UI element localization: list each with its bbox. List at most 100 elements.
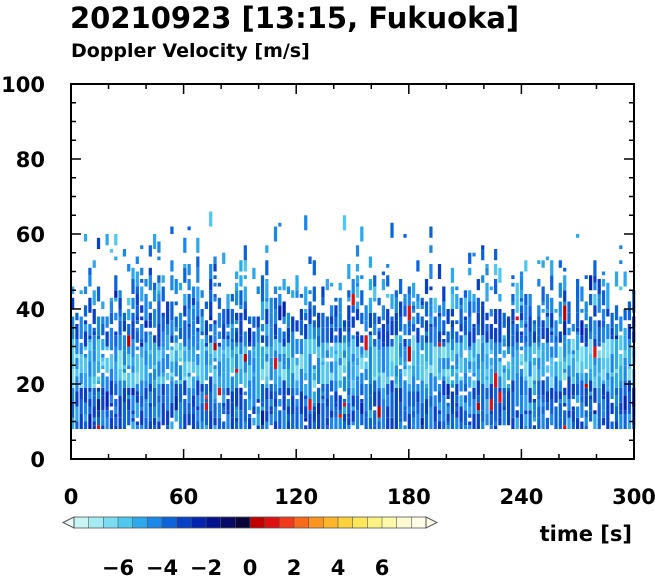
velocity-pixel: [325, 376, 329, 384]
velocity-pixel: [83, 357, 88, 370]
velocity-pixel: [606, 350, 610, 358]
velocity-pixel: [239, 260, 243, 272]
velocity-pixel: [537, 369, 541, 381]
velocity-pixel: [528, 414, 532, 429]
velocity-pixel: [472, 324, 476, 328]
velocity-pixel: [200, 290, 204, 298]
velocity-pixel: [576, 324, 580, 328]
velocity-pixel: [304, 406, 308, 418]
velocity-pixel: [256, 357, 260, 370]
velocity-pixel: [282, 369, 286, 381]
velocity-pixel: [597, 320, 601, 328]
velocity-pixel: [601, 384, 606, 396]
velocity-pixel: [567, 339, 571, 354]
velocity-pixel: [273, 421, 278, 429]
velocity-pixel: [260, 286, 265, 302]
velocity-pixel: [248, 342, 252, 347]
velocity-pixel: [127, 380, 131, 388]
velocity-pixel: [235, 339, 239, 343]
velocity-pixel: [558, 301, 562, 309]
velocity-pixel: [282, 316, 286, 324]
velocity-pixel: [222, 372, 226, 388]
velocity-pixel: [235, 372, 239, 388]
velocity-pixel: [213, 384, 217, 399]
velocity-pixel: [226, 410, 230, 415]
velocity-pixel: [481, 249, 485, 261]
velocity-pixel: [153, 391, 157, 407]
velocity-pixel: [96, 339, 101, 354]
velocity-pixel: [157, 361, 161, 377]
velocity-pixel: [187, 264, 191, 276]
velocity-pixel: [571, 339, 575, 351]
velocity-pixel: [299, 414, 304, 429]
velocity-pixel: [312, 402, 316, 407]
velocity-pixel: [610, 421, 614, 429]
velocity-pixel: [312, 380, 316, 388]
velocity-pixel: [191, 361, 196, 373]
velocity-pixel: [278, 414, 282, 429]
velocity-pixel: [278, 222, 282, 227]
velocity-pixel: [390, 361, 394, 377]
velocity-pixel: [269, 414, 273, 426]
velocity-pixel: [269, 406, 273, 411]
velocity-pixel: [446, 376, 450, 384]
velocity-pixel: [140, 342, 144, 347]
velocity-pixel: [140, 286, 144, 302]
velocity-pixel: [222, 395, 226, 403]
velocity-pixel: [619, 245, 623, 250]
velocity-pixel: [360, 346, 364, 354]
velocity-pixel: [576, 279, 580, 294]
velocity-pixel: [291, 290, 295, 298]
velocity-pixel: [576, 361, 580, 373]
velocity-pixel: [515, 282, 519, 298]
velocity-pixel: [217, 282, 222, 287]
velocity-pixel: [213, 365, 217, 370]
velocity-pixel: [515, 331, 519, 343]
velocity-pixel: [131, 312, 135, 321]
velocity-pixel: [213, 282, 217, 287]
velocity-pixel: [429, 286, 433, 291]
velocity-pixel: [260, 324, 265, 332]
velocity-pixel: [468, 350, 472, 362]
velocity-pixel: [355, 245, 360, 257]
velocity-pixel: [222, 339, 226, 351]
velocity-pixel: [437, 414, 442, 422]
velocity-pixel: [230, 357, 234, 373]
velocity-pixel: [122, 324, 127, 332]
velocity-pixel: [187, 279, 191, 291]
velocity-pixel: [450, 309, 455, 317]
x-tick-label: 300: [612, 485, 655, 509]
velocity-pixel: [351, 406, 355, 411]
velocity-pixel: [407, 369, 411, 384]
velocity-pixel: [545, 350, 550, 362]
velocity-pixel: [109, 410, 114, 418]
velocity-pixel: [481, 354, 485, 362]
velocity-pixel: [584, 312, 588, 321]
velocity-pixel: [127, 346, 131, 354]
velocity-pixel: [127, 395, 131, 400]
velocity-pixel: [161, 402, 165, 415]
velocity-pixel: [265, 335, 269, 347]
velocity-pixel: [92, 376, 96, 384]
velocity-pixel: [511, 365, 515, 381]
velocity-pixel: [463, 410, 468, 426]
velocity-pixel: [601, 395, 606, 400]
velocity-pixel: [364, 361, 368, 369]
velocity-pixel: [373, 275, 377, 287]
velocity-pixel: [282, 301, 286, 317]
velocity-pixel: [101, 410, 105, 426]
velocity-pixel: [511, 380, 515, 392]
velocity-pixel: [196, 267, 200, 283]
velocity-pixel: [407, 384, 411, 392]
velocity-pixel: [135, 425, 139, 430]
velocity-pixel: [161, 286, 165, 302]
velocity-pixel: [135, 331, 139, 343]
velocity-pixel: [576, 331, 580, 336]
velocity-pixel: [416, 414, 420, 429]
velocity-pixel: [299, 369, 304, 384]
velocity-pixel: [265, 384, 269, 388]
velocity-pixel: [494, 421, 498, 426]
velocity-pixel: [424, 399, 429, 414]
velocity-pixel: [394, 414, 398, 429]
colorbar: [61, 516, 439, 529]
